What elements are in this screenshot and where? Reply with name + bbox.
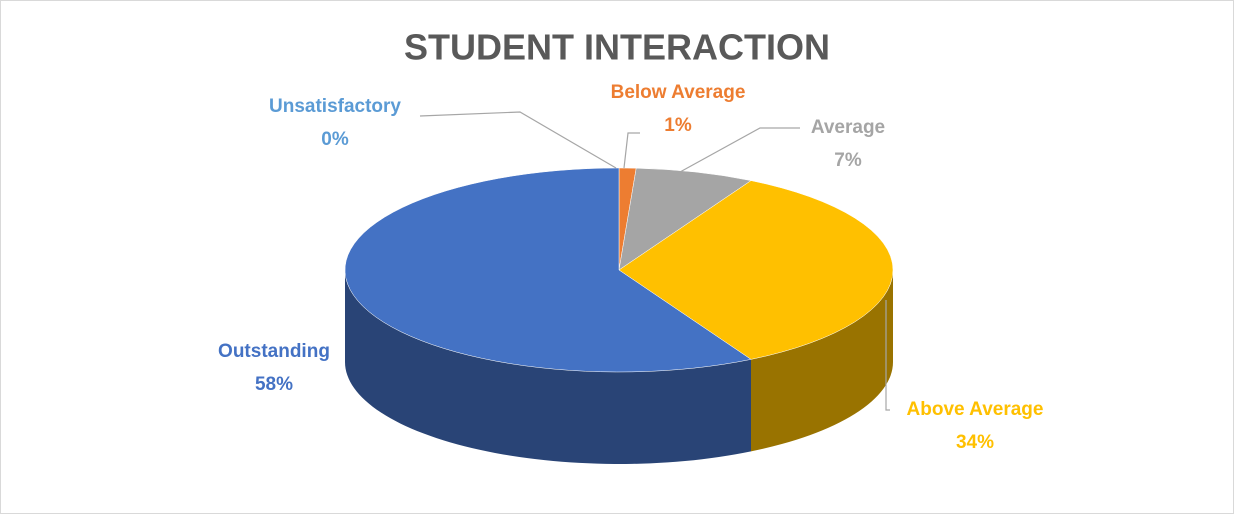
- leader-line: [885, 300, 890, 411]
- data-label-value: 0%: [321, 129, 349, 150]
- pie-slice-side: [751, 270, 893, 452]
- data-label-name: Average: [811, 117, 885, 138]
- chart-title: STUDENT INTERACTION: [404, 27, 830, 68]
- data-label-value: 7%: [834, 150, 862, 171]
- leader-line: [679, 127, 800, 173]
- pie-slice: [344, 167, 752, 373]
- leader-line: [623, 132, 640, 169]
- data-label-value: 34%: [956, 432, 994, 453]
- leader-line: [419, 111, 617, 169]
- pie-slice: [618, 167, 752, 271]
- data-label-name: Outstanding: [218, 341, 330, 362]
- data-label-value: 1%: [664, 115, 692, 136]
- data-label-name: Unsatisfactory: [269, 96, 401, 117]
- data-label-value: 58%: [255, 374, 293, 395]
- pie-slice-side: [345, 270, 752, 464]
- data-label-name: Below Average: [611, 82, 746, 103]
- data-label-name: Above Average: [907, 399, 1044, 420]
- pie-slice: [618, 180, 894, 360]
